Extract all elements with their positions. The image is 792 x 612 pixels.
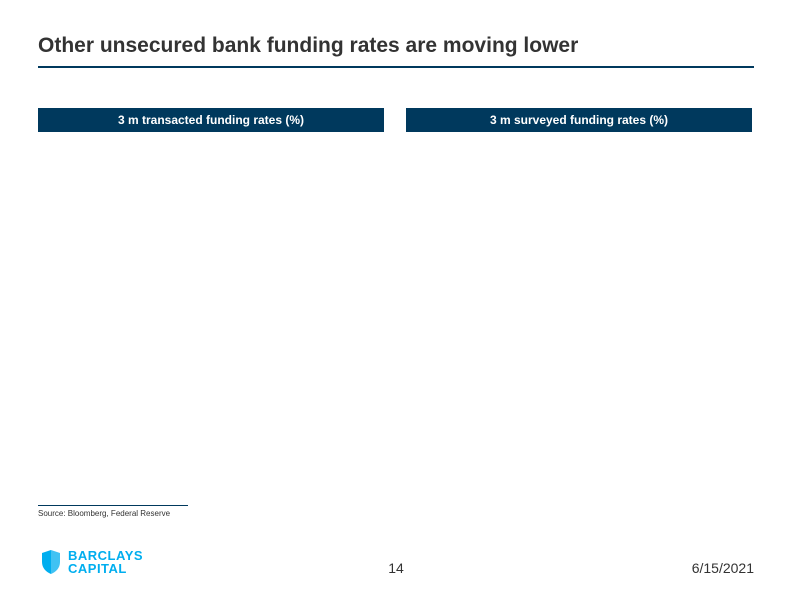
slide: Other unsecured bank funding rates are m… xyxy=(0,0,792,612)
chart-header-right-label: 3 m surveyed funding rates (%) xyxy=(490,113,668,127)
source-rule: Source: Bloomberg, Federal Reserve xyxy=(38,505,188,518)
source-text: Source: Bloomberg, Federal Reserve xyxy=(38,506,188,518)
title-bar: Other unsecured bank funding rates are m… xyxy=(38,34,754,68)
chart-header-left: 3 m transacted funding rates (%) xyxy=(38,108,384,132)
page-number: 14 xyxy=(0,560,792,576)
chart-header-left-label: 3 m transacted funding rates (%) xyxy=(118,113,304,127)
footer-date: 6/15/2021 xyxy=(692,560,754,576)
chart-header-right: 3 m surveyed funding rates (%) xyxy=(406,108,752,132)
page-title: Other unsecured bank funding rates are m… xyxy=(38,34,754,66)
